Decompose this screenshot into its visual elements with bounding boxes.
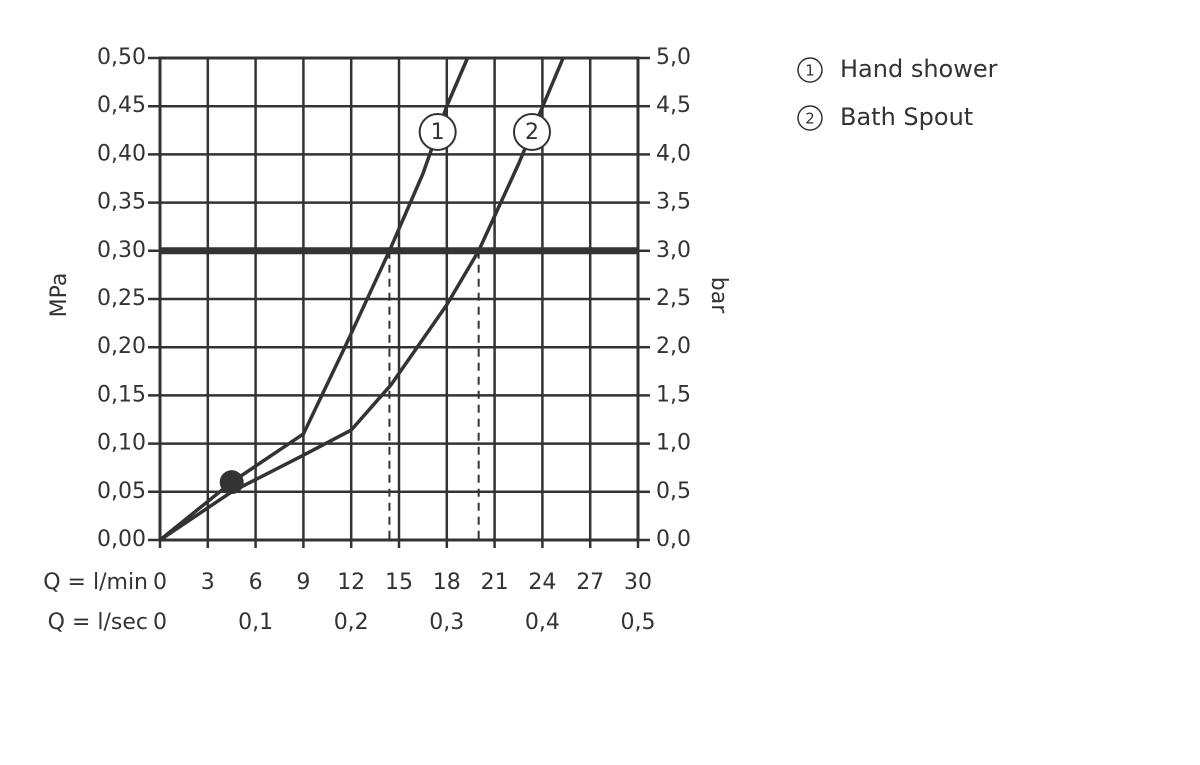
y-tick-label: 0,10: [97, 431, 146, 456]
curve: [159, 57, 565, 542]
x-tick-label: 9: [296, 570, 310, 595]
x-axis-label: Q = l/min: [43, 570, 148, 595]
y-tick-label: 0,50: [97, 45, 146, 70]
x-tick-label: 3: [201, 570, 215, 595]
y2-tick-label: 2,5: [656, 286, 691, 311]
x-tick-label: 24: [528, 570, 556, 595]
x2-tick-label: 0,3: [429, 610, 464, 635]
x-tick-label: 12: [337, 570, 365, 595]
y-tick-label: 0,35: [97, 190, 146, 215]
x-tick-label: 21: [481, 570, 509, 595]
y-tick-label: 0,45: [97, 93, 146, 118]
curve-label-circle: [512, 113, 551, 151]
x2-tick-label: 0: [153, 610, 167, 635]
legend-label: Bath Spout: [840, 103, 973, 131]
y-tick-label: 0,00: [97, 527, 146, 552]
marker-point: [219, 470, 244, 495]
x2-axis-label: Q = l/sec: [48, 610, 148, 635]
x2-tick-label: 0,4: [525, 610, 560, 635]
y2-tick-label: 4,0: [656, 141, 691, 166]
y2-tick-label: 3,0: [656, 238, 691, 263]
y-tick-label: 0,20: [97, 334, 146, 359]
curve-label-circle: [418, 113, 457, 151]
y-tick-label: 0,15: [97, 382, 146, 407]
x-tick-label: 0: [153, 570, 167, 595]
legend-number: 1: [805, 62, 815, 80]
x2-tick-label: 0,2: [334, 610, 369, 635]
x-tick-label: 6: [249, 570, 263, 595]
y2-tick-label: 5,0: [656, 45, 691, 70]
legend-label: Hand shower: [840, 55, 998, 83]
y2-tick-label: 0,0: [656, 527, 691, 552]
x2-tick-label: 0,5: [621, 610, 656, 635]
y-tick-label: 0,30: [97, 238, 146, 263]
legend-number: 2: [805, 110, 815, 128]
y-axis-label: MPa: [47, 273, 72, 318]
y2-tick-label: 2,0: [656, 334, 691, 359]
curve-label: 2: [525, 120, 539, 145]
x2-tick-label: 0,1: [238, 610, 273, 635]
x-tick-label: 30: [624, 570, 652, 595]
y2-tick-label: 3,5: [656, 190, 691, 215]
x-tick-label: 15: [385, 570, 413, 595]
y-tick-label: 0,25: [97, 286, 146, 311]
legend-circle: [797, 57, 823, 83]
y2-tick-label: 1,0: [656, 431, 691, 456]
y-tick-label: 0,05: [97, 479, 146, 504]
legend-circle: [797, 105, 823, 131]
plot-border: [158, 56, 640, 542]
y2-tick-label: 4,5: [656, 93, 691, 118]
y2-axis-label: bar: [706, 277, 731, 314]
y2-tick-label: 0,5: [656, 479, 691, 504]
y2-tick-label: 1,5: [656, 382, 691, 407]
x-tick-label: 18: [433, 570, 461, 595]
y-tick-label: 0,40: [97, 141, 146, 166]
x-tick-label: 27: [576, 570, 604, 595]
curve-label: 1: [431, 120, 445, 145]
